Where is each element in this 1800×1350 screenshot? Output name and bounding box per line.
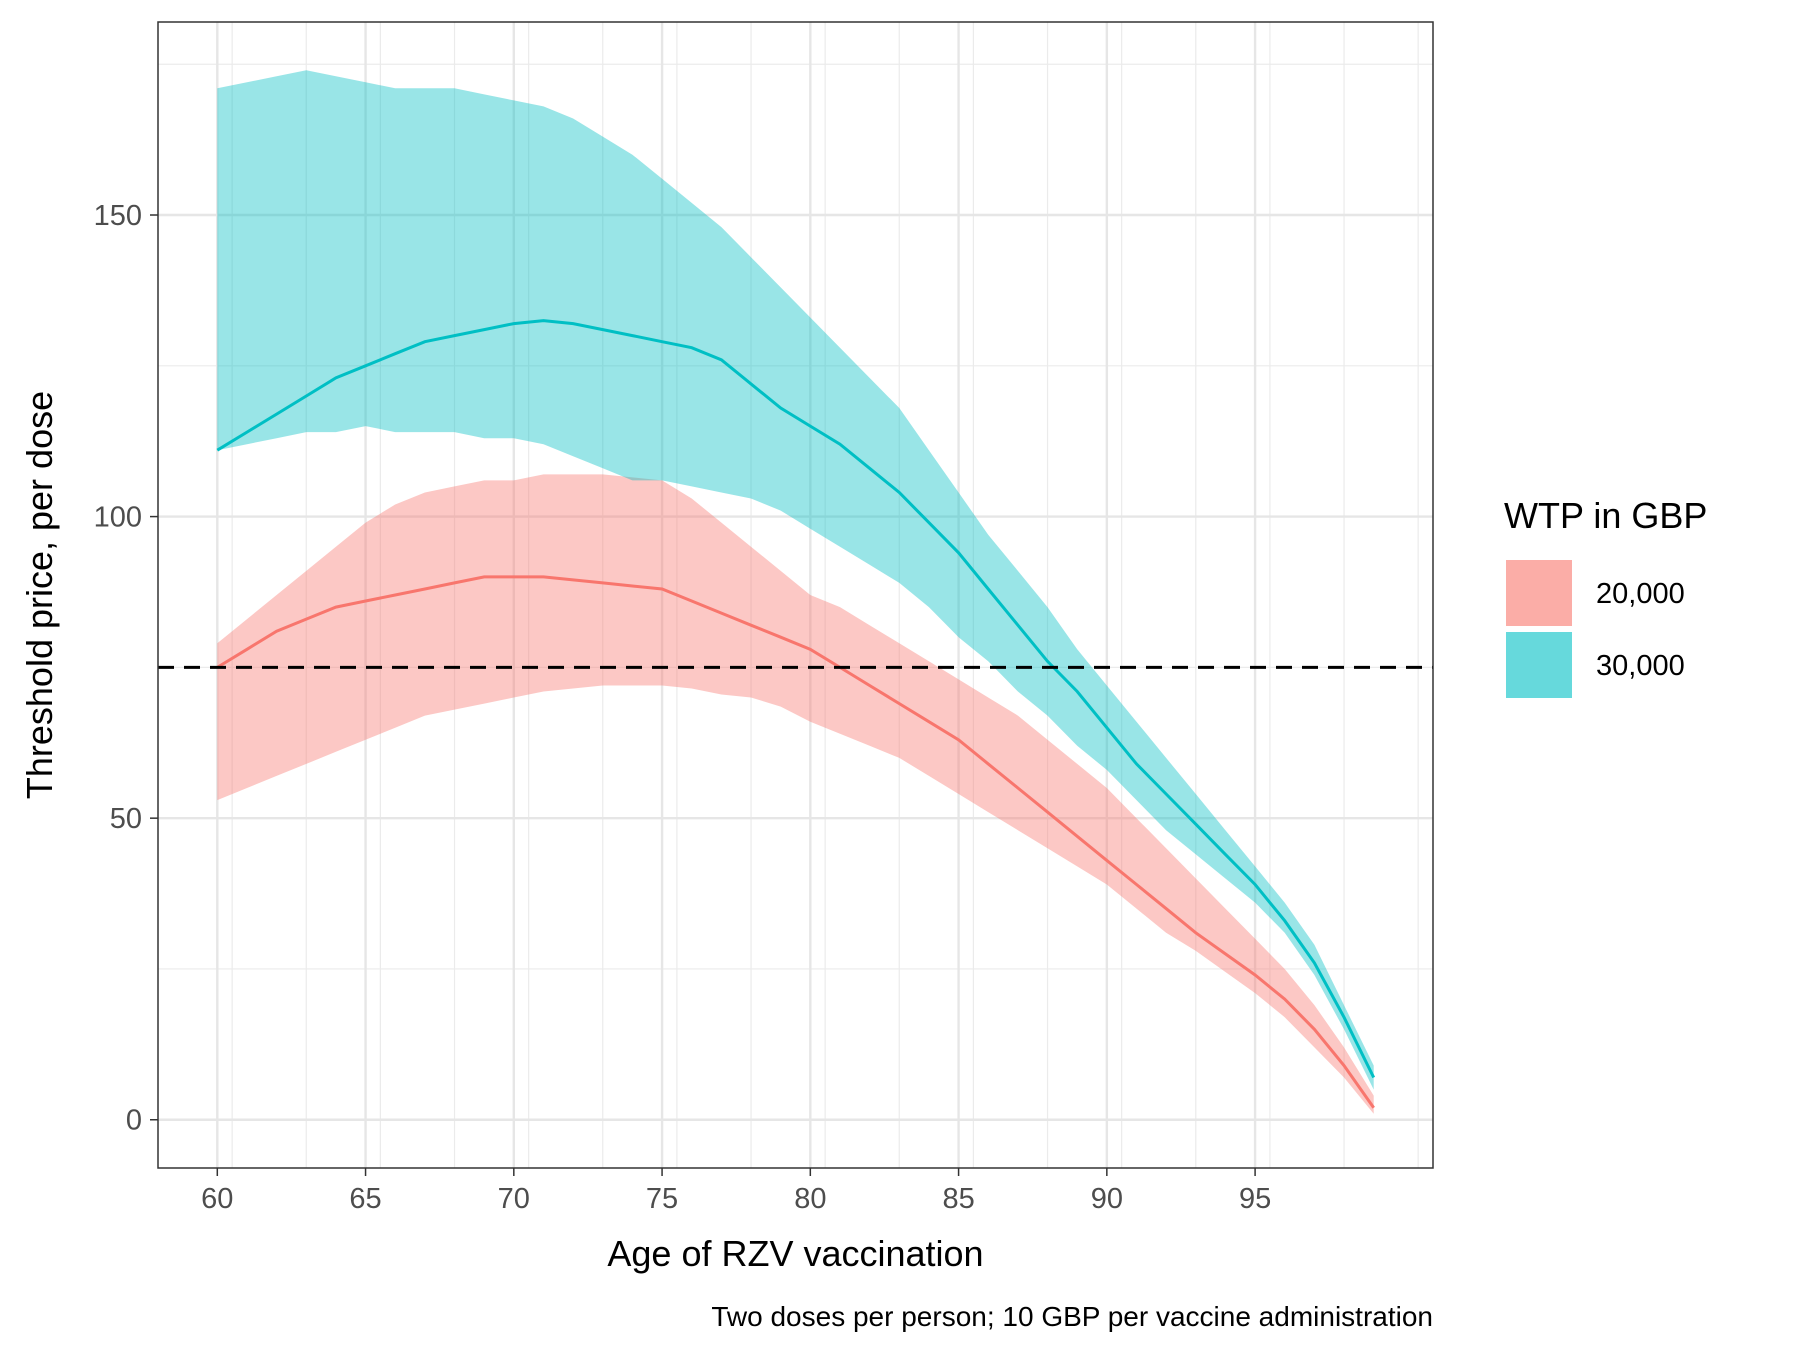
x-tick-label: 70 xyxy=(498,1183,530,1215)
line-series-2 xyxy=(216,319,1376,1079)
y-axis-title: Threshold price, per dose xyxy=(19,391,60,799)
legend-entries: 20,000 30,000 xyxy=(1506,560,1685,698)
x-tick-label: 80 xyxy=(794,1183,826,1215)
y-tick-label: 0 xyxy=(126,1105,142,1137)
legend: WTP in GBP 20,000 30,000 xyxy=(1504,495,1707,698)
legend-entry-label: 20,000 xyxy=(1596,578,1685,610)
y-tick-label: 100 xyxy=(94,502,142,534)
caption: Two doses per person; 10 GBP per vaccine… xyxy=(711,1301,1433,1332)
x-tick-label: 90 xyxy=(1091,1183,1123,1215)
legend-key-swatch xyxy=(1506,632,1572,698)
band-series-1 xyxy=(217,474,1374,1114)
x-tick-label: 65 xyxy=(349,1183,381,1215)
x-tick-label: 60 xyxy=(201,1183,233,1215)
legend-entry-label: 30,000 xyxy=(1596,650,1685,682)
y-tick-label: 50 xyxy=(110,803,142,835)
y-tick-label: 150 xyxy=(94,200,142,232)
grid xyxy=(158,22,1433,1168)
panel-border xyxy=(157,21,1434,1169)
x-axis-title: Age of RZV vaccination xyxy=(607,1233,983,1274)
panel-background xyxy=(158,22,1433,1168)
x-tick-label: 85 xyxy=(942,1183,974,1215)
axis-ticks: 60 65 70 75 80 85 90 95 0 50 100 150 xyxy=(94,200,1272,1215)
x-tick-label: 75 xyxy=(646,1183,678,1215)
legend-key-swatch xyxy=(1506,560,1572,626)
line-series-1 xyxy=(216,575,1375,1109)
legend-title: WTP in GBP xyxy=(1504,495,1707,536)
series-lines xyxy=(216,319,1376,1109)
x-tick-label: 95 xyxy=(1239,1183,1271,1215)
